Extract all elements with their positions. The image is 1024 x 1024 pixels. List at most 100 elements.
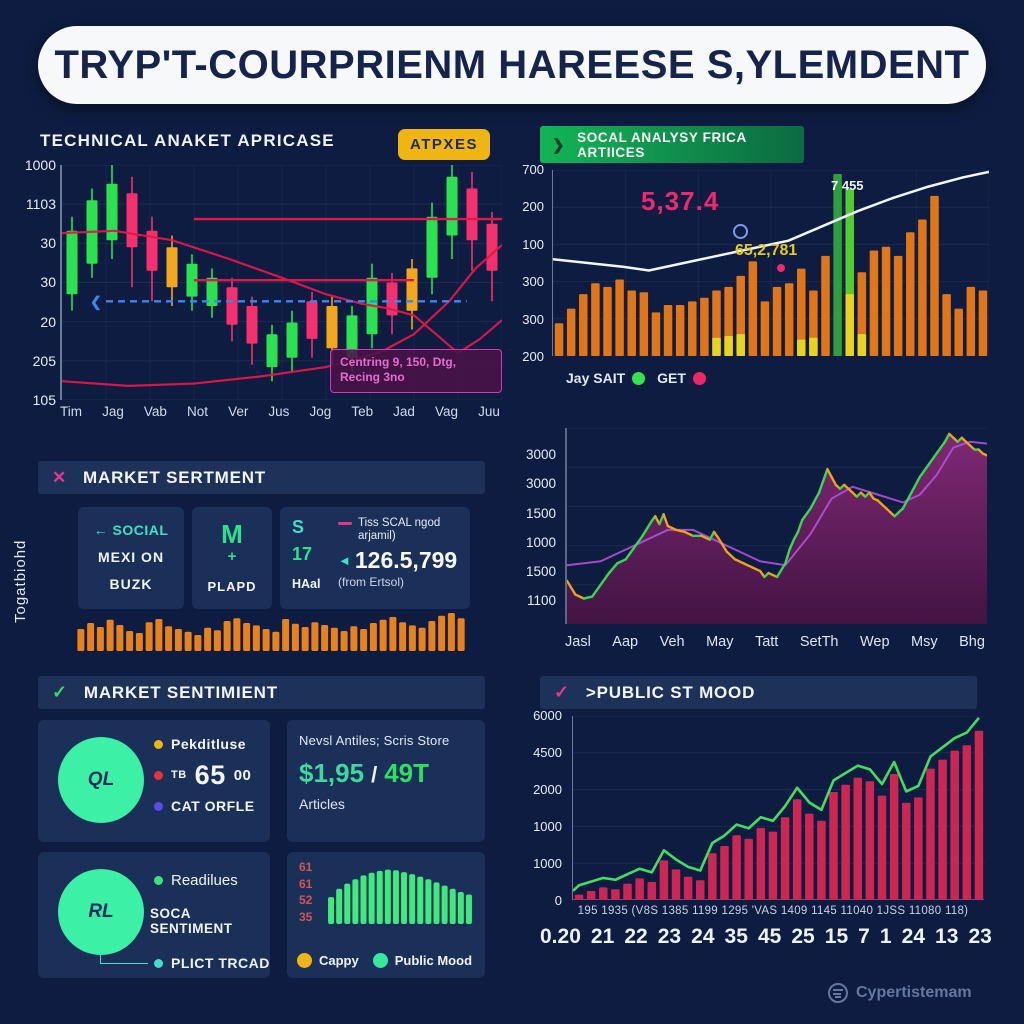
s-letter: S	[292, 517, 305, 537]
mood-number: 22	[624, 925, 648, 948]
social-buzz-card[interactable]: ← SOCIAL MEXI ON BUZK	[78, 507, 184, 609]
x-tick-label: Tim	[60, 404, 82, 419]
mood-number: 0.20	[540, 925, 581, 948]
note-text: Tiss SCAL ngod arjamil)	[358, 517, 440, 543]
y-tick-label: 30	[40, 274, 56, 291]
count-17: 17	[292, 544, 313, 564]
buzk-label: BUZK	[109, 576, 153, 592]
mood-number: 23	[968, 925, 992, 948]
annotation-line: Recing 3no	[340, 370, 405, 384]
check-icon: ✓	[52, 682, 68, 702]
y-tick-label: 105	[32, 391, 56, 408]
social-bars-svg	[553, 170, 989, 356]
chevron-right-icon: ❯	[552, 136, 566, 154]
y-tick-label: 6000	[533, 708, 562, 723]
spark-bars-svg	[77, 613, 465, 651]
bullet-dot	[154, 801, 163, 811]
y-tick-label: 1000	[525, 534, 556, 550]
y-tick-label: 1000	[24, 157, 56, 173]
bullet-dot	[154, 770, 163, 780]
y-tick-label: 1500	[525, 564, 556, 580]
technical-section-title: TECHNICAL ANAKET APRICASE	[40, 131, 335, 150]
y-tick-label: 1100	[526, 593, 556, 609]
big-stat-value: 126.5,799	[354, 547, 458, 573]
y-tick-label: 300	[522, 274, 544, 290]
mood-number: 24	[691, 925, 715, 948]
mood-number: 15	[824, 925, 849, 948]
articles-caption: Articles	[299, 796, 345, 812]
count-value: 49T	[384, 758, 430, 788]
y-tick-label: 30	[40, 235, 56, 252]
public-mood-title: >PUBLIC ST MOOD	[585, 682, 756, 702]
social-articles-title: SOCAL ANALYSY FRICA ARTIICES	[577, 129, 747, 160]
marker-circle	[733, 224, 748, 239]
watermark-text: Cypertistemam	[856, 984, 972, 1001]
area-svg	[567, 428, 987, 624]
mood-number: 21	[590, 925, 615, 948]
dash-icon	[338, 522, 352, 525]
x-tick-label: Aap	[612, 634, 639, 650]
value-separator: /	[371, 762, 378, 787]
soca-sentiment-card[interactable]: RL Readilues SOCA SENTIMENT PLICT TRCAD	[38, 852, 270, 978]
x-tick-label: Bhg	[959, 634, 985, 650]
legend-item: Public Mood	[372, 953, 473, 968]
buzz-sparkline-chart	[76, 611, 466, 651]
plapd-label: PLAPD	[207, 579, 257, 594]
y-tick-label: 4500	[533, 745, 562, 760]
y-tick-label: 1000	[533, 856, 562, 871]
news-articles-card[interactable]: Nevsl Antiles; Scris Store $1,95 / 49T A…	[287, 720, 485, 842]
mood-number: 13	[935, 925, 959, 948]
mexi-on-label: MEXI ON	[97, 549, 165, 565]
tb-prefix: TB	[171, 769, 187, 781]
mini-chart-y-axis: 61 61 52 35	[299, 860, 312, 924]
ql-avatar: QL	[58, 737, 144, 823]
plapd-card[interactable]: M + PLAPD	[192, 507, 272, 609]
atpxes-badge[interactable]: ATPXES	[398, 129, 490, 160]
public-mood-header: ✓ >PUBLIC ST MOOD	[540, 676, 977, 709]
score-suffix: 00	[233, 766, 252, 784]
mood-chart-x-axis: 195 1935 (V8S 1385 1199 1295 'VAS 1409 1…	[577, 905, 969, 917]
cross-icon: ✕	[52, 467, 68, 487]
mood-number: 7	[858, 925, 870, 948]
legend-label: Jay SAIT	[566, 370, 626, 386]
legend-dot	[372, 953, 388, 968]
mood-number: 1	[879, 925, 892, 948]
bullet-dot	[154, 739, 163, 749]
x-tick-label: SetTh	[799, 634, 839, 650]
mood-bars-svg	[573, 716, 985, 900]
mood-chart-y-axis: 6000 4500 2000 1000 1000 0	[522, 709, 562, 907]
note-line: arjamil)	[358, 530, 396, 542]
y-tick-label: 52	[299, 893, 313, 908]
scal-stat-card[interactable]: S 17 HAal Tiss SCAL ngod arjamil) ◄ 126.…	[280, 507, 470, 609]
x-tick-label: Vab	[143, 404, 167, 419]
y-tick-label: 700	[522, 162, 544, 177]
legend-dot	[632, 371, 646, 385]
public-mood-chart	[572, 716, 985, 900]
legend-label: Public Mood	[394, 953, 473, 968]
watermark: Cypertistemam	[828, 983, 972, 1003]
annotation-line: Centring 9, 150, Dtg,	[340, 355, 457, 369]
price-value: $1,95	[299, 758, 365, 788]
bullet-dot	[154, 876, 163, 885]
public-mood-mini-card[interactable]: 61 61 52 35 Cappy Public Mood	[287, 852, 485, 978]
news-card-title: Nevsl Antiles; Scris Store	[299, 733, 450, 748]
x-tick-label: Jad	[393, 404, 415, 419]
y-tick-label: 0	[554, 893, 562, 908]
connector-line	[100, 952, 148, 964]
social-articles-badge[interactable]: ❯ SOCAL ANALYSY FRICA ARTIICES	[540, 126, 804, 163]
y-tick-label: 1500	[525, 505, 556, 521]
side-axis-label: Togatbiohd	[12, 539, 29, 623]
market-sertment-title: MARKET SERTMENT	[83, 467, 266, 487]
social-articles-chart: 5,37.4 65,2,781 7 455	[552, 170, 989, 356]
x-tick-label: Vag	[435, 404, 459, 419]
x-tick-label: Veh	[659, 634, 685, 650]
bullet-dot	[154, 958, 163, 968]
x-tick-label: Msy	[911, 634, 938, 650]
mood-number: 24	[901, 925, 925, 948]
sentiment-score-card[interactable]: QL Pekditluse TB 65 00 CAT ORFLE	[38, 720, 270, 842]
x-tick-label: Teb	[351, 404, 374, 419]
x-tick-label: Jasl	[565, 634, 591, 650]
y-tick-label: 1103	[25, 196, 56, 213]
social-chart-y-axis: 700 200 100 300 300 200	[510, 163, 544, 363]
y-tick-label: 3000	[525, 476, 556, 492]
